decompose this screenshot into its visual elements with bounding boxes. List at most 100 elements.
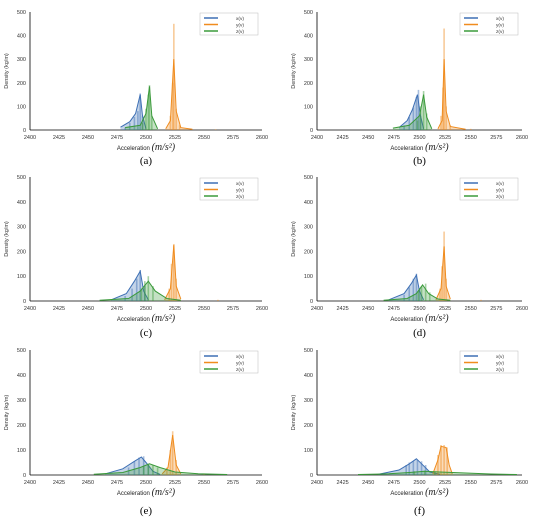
x-tick-label: 2600 (516, 306, 528, 312)
y-tick-label: 500 (17, 175, 26, 181)
density-line (437, 59, 466, 130)
histogram-bin (166, 467, 168, 475)
histogram-bin (420, 461, 423, 475)
histogram-bin (434, 472, 436, 475)
legend-label: x(v) (236, 354, 244, 360)
histogram-bin (446, 447, 448, 475)
histogram-bin (425, 113, 428, 130)
x-tick-label: 2450 (82, 480, 94, 486)
legend: x(v)y(v)z(v) (199, 350, 259, 374)
density-line (392, 94, 433, 129)
y-tick-label: 0 (310, 128, 313, 134)
histogram-bin (151, 115, 153, 130)
histogram-bin (169, 450, 172, 475)
x-tick-label: 2550 (198, 306, 210, 312)
density-line (99, 280, 181, 301)
x-tick-label: 2575 (490, 306, 502, 312)
histogram-bin (412, 461, 415, 475)
histogram-bin (142, 466, 145, 475)
x-axis-label: Acceleration (m/s²) (117, 142, 176, 153)
y-tick-label: 300 (17, 398, 26, 404)
density-area (165, 59, 193, 131)
legend-label: z(v) (236, 29, 244, 35)
y-tick-label: 400 (17, 200, 26, 206)
histogram-bin (440, 445, 442, 475)
series-zv (357, 470, 517, 475)
histogram-bin (403, 294, 405, 301)
legend: x(v)y(v)z(v) (459, 177, 519, 201)
histogram-bin (141, 122, 144, 130)
histogram-bin (445, 278, 447, 301)
x-tick-label: 2425 (337, 306, 349, 312)
x-tick-label: 2450 (362, 306, 374, 312)
x-tick-label: 2600 (256, 135, 268, 141)
y-tick-label: 500 (304, 348, 313, 354)
x-tick-label: 2500 (140, 135, 152, 141)
x-tick-label: 2400 (24, 135, 36, 141)
histogram-bin (419, 115, 422, 130)
histogram-bin (173, 23, 175, 130)
histogram-bin (416, 460, 419, 475)
density-line (105, 456, 161, 475)
series-zv (125, 85, 159, 130)
y-tick-label: 0 (310, 299, 313, 305)
series-yv (164, 243, 219, 301)
histogram-bin (420, 286, 423, 301)
histogram-bin (417, 291, 420, 301)
y-tick-label: 300 (17, 225, 26, 231)
x-tick-label: 2450 (82, 135, 94, 141)
histogram-bin (419, 106, 422, 130)
histogram-bin (156, 467, 159, 475)
x-tick-label: 2475 (388, 480, 400, 486)
y-axis-label: Density (kg/m) (4, 395, 10, 431)
histogram-bin (139, 270, 141, 301)
histogram-bin (413, 471, 416, 475)
density-line (120, 94, 147, 129)
x-tick-label: 2425 (53, 135, 65, 141)
panel-caption: (d) (413, 327, 426, 339)
x-tick-label: 2425 (337, 135, 349, 141)
y-tick-label: 0 (23, 299, 26, 305)
x-tick-label: 2575 (227, 480, 239, 486)
y-tick-label: 400 (17, 373, 26, 379)
y-tick-label: 0 (23, 128, 26, 134)
legend-label: y(v) (496, 361, 504, 367)
chart-panel: 0 100 200 300 400 500 2400 2425 2450 2475 2500 2525… (291, 348, 528, 517)
density-area (435, 246, 451, 301)
histogram-bin (415, 273, 418, 301)
series-xv (398, 89, 425, 130)
histogram-bin (443, 445, 445, 475)
x-tick-label: 2400 (311, 135, 323, 141)
chart-panel: 0 100 200 300 400 500 2400 2425 2450 2475 2500 2525… (4, 348, 268, 517)
legend-label: y(v) (496, 188, 504, 194)
y-tick-label: 400 (304, 34, 313, 40)
histogram-bin (148, 85, 151, 130)
density-area (125, 86, 158, 130)
y-axis-label: Density (kg/m) (291, 53, 297, 89)
histogram-bin (480, 299, 482, 301)
x-tick-label: 2525 (169, 306, 181, 312)
y-tick-label: 0 (23, 473, 26, 479)
x-tick-label: 2550 (198, 135, 210, 141)
x-tick-label: 2475 (388, 135, 400, 141)
histogram-bin (405, 465, 407, 475)
histogram-bin (152, 465, 154, 475)
x-tick-label: 2425 (53, 480, 65, 486)
y-tick-label: 100 (17, 274, 26, 280)
histogram-bin (139, 93, 141, 130)
series-zv (99, 276, 181, 301)
density-area (164, 245, 181, 301)
x-tick-label: 2550 (198, 480, 210, 486)
legend-label: z(v) (496, 194, 504, 200)
x-tick-label: 2450 (82, 306, 94, 312)
series-zv (392, 91, 433, 130)
histogram-bin (175, 460, 177, 475)
histogram-bin (428, 292, 431, 301)
histogram-bin (145, 108, 147, 130)
x-tick-label: 2400 (311, 306, 323, 312)
x-tick-label: 2400 (24, 306, 36, 312)
legend-label: x(v) (236, 181, 244, 187)
histogram-bin (147, 94, 150, 130)
density-line (388, 273, 425, 301)
